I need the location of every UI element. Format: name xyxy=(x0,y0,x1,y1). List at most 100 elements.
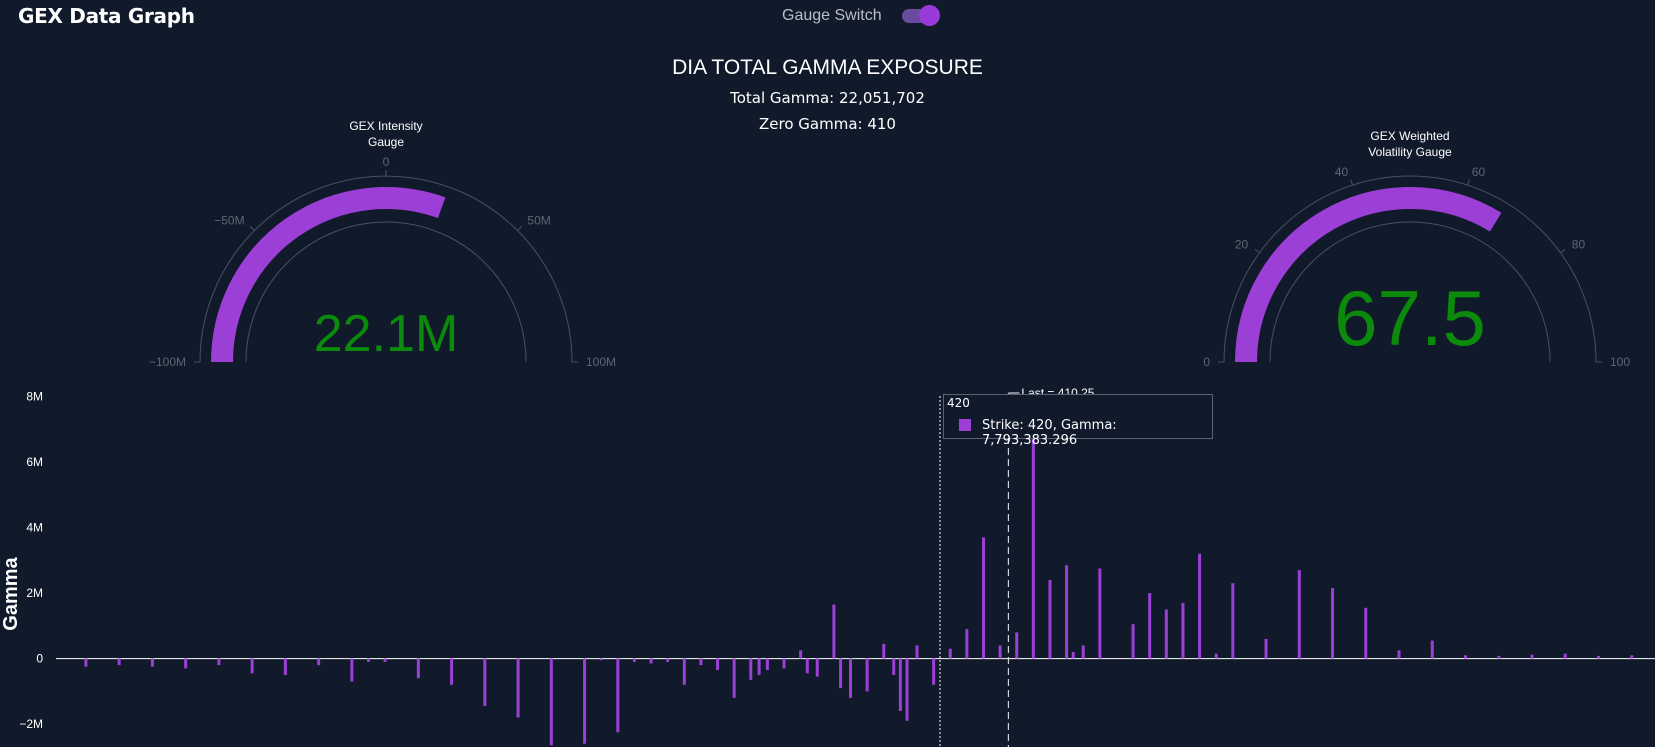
gex-intensity-gauge: GEX Intensity Gauge −100M −50M 0 50M 100M 22… xyxy=(149,119,616,369)
gamma-bar[interactable] xyxy=(1630,655,1634,659)
gamma-bar[interactable] xyxy=(998,645,1002,659)
gamma-bar[interactable] xyxy=(250,658,254,674)
gamma-bar[interactable] xyxy=(805,658,809,674)
gamma-bar[interactable] xyxy=(1048,579,1052,659)
tooltip-text: Strike: 420, Gamma: 7,793,383.296 xyxy=(982,418,1117,448)
gamma-bar[interactable] xyxy=(150,658,154,667)
gamma-bar[interactable] xyxy=(732,658,736,698)
gamma-bar[interactable] xyxy=(117,658,121,666)
gamma-bar[interactable] xyxy=(948,648,952,659)
gamma-bar[interactable] xyxy=(283,658,287,675)
gamma-bar[interactable] xyxy=(815,658,819,677)
gamma-bar[interactable] xyxy=(932,658,936,685)
gamma-bar[interactable] xyxy=(450,658,454,685)
gamma-bar[interactable] xyxy=(682,658,686,685)
app-title: GEX Data Graph xyxy=(18,4,195,28)
gamma-bar[interactable] xyxy=(1181,602,1185,659)
gauge-value-bar xyxy=(211,187,446,363)
y-tick-label: 8M xyxy=(26,390,43,404)
gauge-tick-label: 0 xyxy=(1203,355,1210,369)
gamma-bar[interactable] xyxy=(1148,593,1152,659)
gamma-bar[interactable] xyxy=(749,658,753,680)
gamma-bar[interactable] xyxy=(666,658,670,662)
gamma-bar[interactable] xyxy=(1198,553,1202,659)
gamma-bar[interactable] xyxy=(1430,640,1434,659)
gamma-bar[interactable] xyxy=(716,658,720,671)
gamma-bar[interactable] xyxy=(1071,652,1075,659)
gamma-bar[interactable] xyxy=(782,658,786,669)
tooltip-swatch xyxy=(959,419,971,431)
y-axis-label: Gamma xyxy=(0,556,22,630)
gamma-bar[interactable] xyxy=(416,658,420,679)
gamma-bar[interactable] xyxy=(1131,624,1135,659)
gamma-bar[interactable] xyxy=(583,658,587,744)
gamma-bar[interactable] xyxy=(1297,570,1301,659)
gamma-bar[interactable] xyxy=(84,658,88,667)
gamma-bar[interactable] xyxy=(832,604,836,659)
gamma-bar[interactable] xyxy=(516,658,520,718)
gamma-bar[interactable] xyxy=(865,658,869,692)
gamma-bar[interactable] xyxy=(849,658,853,698)
toggle-knob[interactable] xyxy=(919,5,940,26)
gamma-bar[interactable] xyxy=(699,658,703,666)
gauge-tick-label: −100M xyxy=(149,355,186,369)
gamma-bar[interactable] xyxy=(1563,653,1567,659)
gamma-bar[interactable] xyxy=(1015,632,1019,659)
y-tick-label: 2M xyxy=(26,586,43,600)
gamma-bar[interactable] xyxy=(898,658,902,711)
gauge-title-line2: Volatility Gauge xyxy=(1368,145,1452,159)
gauge-ticks: 0 20 40 60 80 100 xyxy=(1203,165,1630,369)
hover-tooltip: 420 Strike: 420, Gamma: 7,793,383.296 xyxy=(943,394,1213,448)
gamma-bar[interactable] xyxy=(1397,650,1401,659)
gamma-bar[interactable] xyxy=(599,658,603,661)
gamma-bar[interactable] xyxy=(1331,588,1335,659)
gauge-tick-label: 80 xyxy=(1572,237,1586,251)
bars[interactable] xyxy=(84,426,1634,746)
gamma-bar[interactable] xyxy=(632,658,636,662)
gamma-bar[interactable] xyxy=(839,658,843,689)
gauge-tick xyxy=(1560,248,1566,254)
gauge-value-text: 22.1M xyxy=(314,305,459,363)
gamma-bar[interactable] xyxy=(1596,655,1600,659)
gamma-bar[interactable] xyxy=(1065,565,1069,659)
gauge-value-bar xyxy=(1235,187,1502,363)
gamma-bar[interactable] xyxy=(882,643,886,659)
gamma-bar[interactable] xyxy=(217,658,221,666)
gauge-tick xyxy=(1467,179,1470,186)
gamma-bar[interactable] xyxy=(184,658,188,669)
gauge-tick xyxy=(517,225,523,231)
gamma-bar[interactable] xyxy=(799,650,803,659)
gamma-bar[interactable] xyxy=(915,645,919,659)
gauge-tick-label: 20 xyxy=(1235,237,1249,251)
gauge-value-text: 67.5 xyxy=(1334,274,1486,362)
gamma-bar[interactable] xyxy=(1214,653,1218,659)
gamma-bar[interactable] xyxy=(1098,568,1102,659)
gamma-bar[interactable] xyxy=(616,658,620,733)
gamma-bar[interactable] xyxy=(383,658,387,662)
gauge-switch-toggle[interactable] xyxy=(902,5,940,26)
gamma-bar[interactable] xyxy=(317,658,321,666)
gamma-bar[interactable] xyxy=(965,629,969,659)
gamma-bar[interactable] xyxy=(757,658,761,675)
gamma-bar[interactable] xyxy=(1231,583,1235,659)
gamma-bar[interactable] xyxy=(1530,654,1534,659)
gamma-bar[interactable] xyxy=(765,658,769,671)
gamma-bar[interactable] xyxy=(350,658,354,682)
gamma-bar[interactable] xyxy=(1364,607,1368,659)
gamma-bar[interactable] xyxy=(905,658,909,721)
gamma-bar[interactable] xyxy=(1464,655,1468,659)
gamma-bar[interactable] xyxy=(892,658,896,675)
gamma-bar[interactable] xyxy=(981,537,985,659)
gamma-bar[interactable] xyxy=(1081,645,1085,659)
gauge-title-line1: GEX Intensity xyxy=(349,119,422,133)
gamma-bar[interactable] xyxy=(483,658,487,707)
gamma-bar[interactable] xyxy=(549,658,553,746)
gamma-bar[interactable] xyxy=(1264,638,1268,659)
gamma-bar[interactable] xyxy=(1031,426,1035,659)
gamma-bar[interactable] xyxy=(1497,655,1501,659)
gamma-bar[interactable] xyxy=(1164,609,1168,659)
gamma-bar[interactable] xyxy=(649,658,653,664)
gauge-tick-label: 0 xyxy=(383,155,390,169)
gamma-bar[interactable] xyxy=(366,658,370,662)
